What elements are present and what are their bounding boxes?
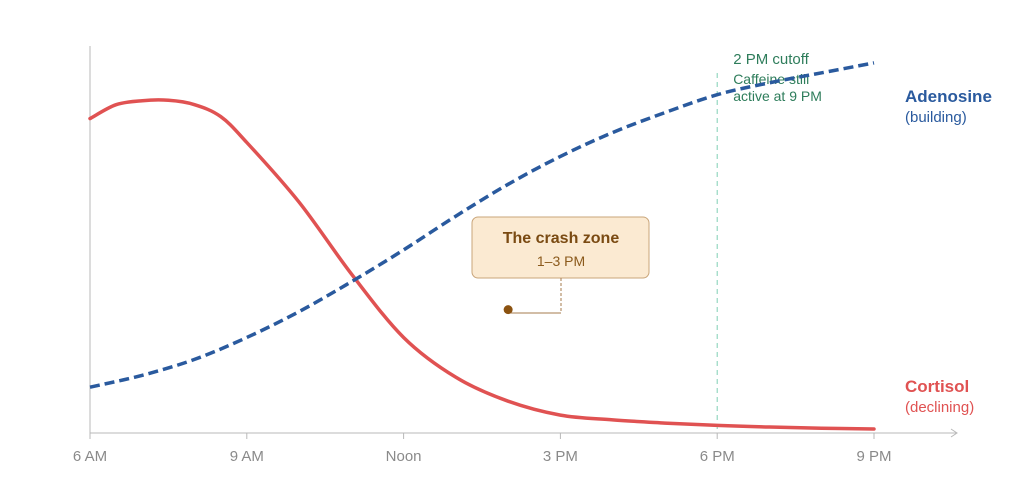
x-ticks: 6 AM 9 AM Noon 3 PM 6 PM 9 PM (73, 433, 892, 465)
crash-zone-title: The crash zone (503, 230, 620, 247)
x-axis-arrow (950, 428, 958, 438)
x-tick-label: 9 PM (856, 448, 891, 465)
series-line-adenosine (89, 61, 875, 389)
x-tick-label: Noon (386, 448, 422, 465)
cutoff-note-line-2: active at 9 PM (733, 88, 822, 104)
crash-zone-subtitle: 1–3 PM (537, 253, 585, 269)
series-label-adenosine: Adenosine (905, 87, 992, 106)
crash-zone-marker (503, 305, 513, 315)
x-tick-label: 6 PM (700, 448, 735, 465)
x-tick-label: 3 PM (543, 448, 578, 465)
series-sublabel-adenosine: (building) (905, 109, 967, 126)
series-line-cortisol (88, 98, 876, 431)
series-sublabel-cortisol: (declining) (905, 399, 974, 416)
series-label-cortisol: Cortisol (905, 377, 969, 396)
crash-zone-callout: The crash zone 1–3 PM (471, 216, 650, 315)
axes (89, 46, 958, 438)
x-tick-label: 6 AM (73, 448, 107, 465)
cutoff-title: 2 PM cutoff (733, 51, 809, 68)
x-tick-label: 9 AM (230, 448, 264, 465)
cutoff-note-line-1: Caffeine still (733, 71, 809, 87)
